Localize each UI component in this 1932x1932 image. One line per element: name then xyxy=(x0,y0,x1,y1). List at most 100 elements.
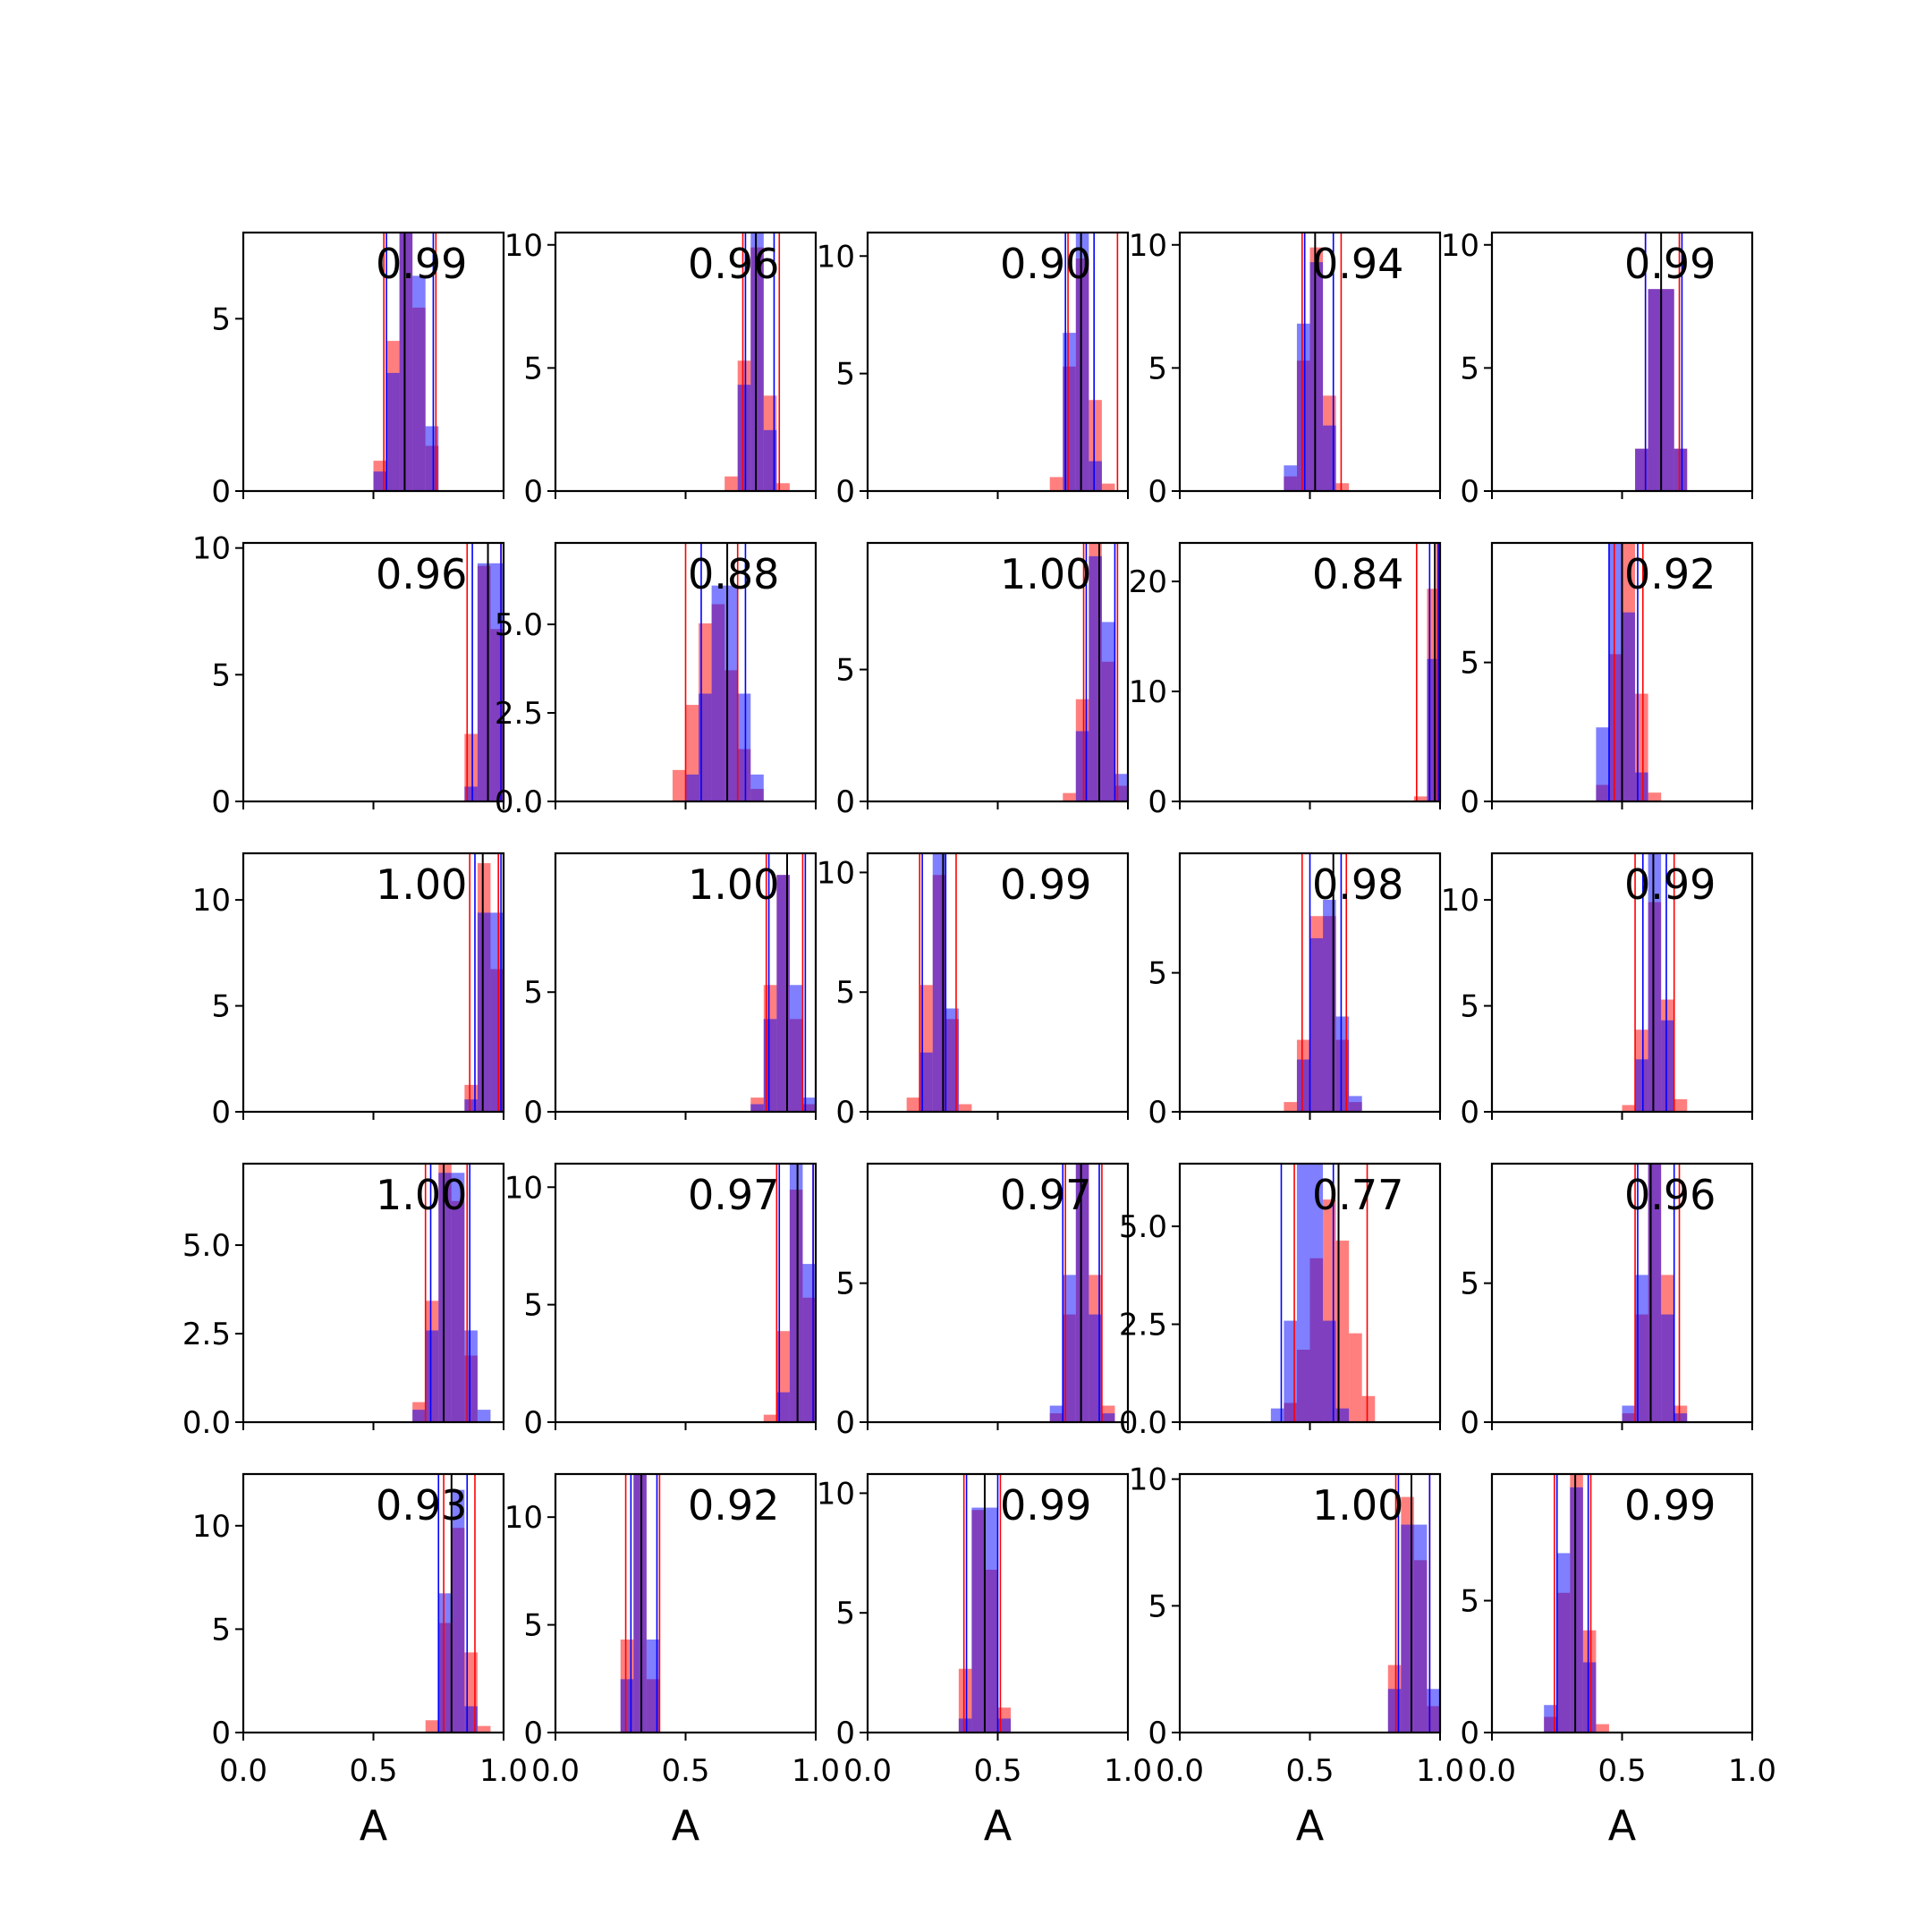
blue-histogram-bar xyxy=(425,1330,439,1422)
y-tick-label: 2.5 xyxy=(1119,1308,1167,1343)
red-histogram-bar xyxy=(672,769,686,801)
x-axis-label: A xyxy=(672,1801,700,1850)
y-tick-label: 10 xyxy=(504,1170,543,1206)
y-tick-label: 0 xyxy=(835,474,855,510)
panel-value-label: 1.00 xyxy=(688,860,779,909)
blue-histogram-bar xyxy=(711,585,725,801)
red-histogram-bar xyxy=(1063,792,1076,801)
y-tick-label: 0 xyxy=(211,1716,231,1751)
panel-3-3: 0.0 2.5 5.0 0.77 xyxy=(1119,1162,1442,1441)
blue-histogram-bar xyxy=(633,1474,647,1733)
red-histogram-bar xyxy=(958,1104,972,1112)
y-tick-label: 5 xyxy=(835,357,855,393)
blue-histogram-bar xyxy=(1296,1164,1310,1422)
panel-1-3: 0 10 20 0.84 xyxy=(1129,541,1442,820)
y-tick-label: 5 xyxy=(1148,1589,1167,1624)
panel-value-label: 0.77 xyxy=(1312,1171,1403,1219)
blue-histogram-bar xyxy=(984,1507,998,1733)
x-tick-label: 0.0 xyxy=(1468,1753,1516,1789)
red-histogram-bar xyxy=(906,1097,920,1112)
panel-value-label: 1.00 xyxy=(376,860,467,909)
y-tick-label: 0 xyxy=(1148,1716,1167,1751)
y-tick-label: 10 xyxy=(192,1509,231,1545)
panel-0-2: 0 5 10 0.90 xyxy=(817,231,1130,510)
red-histogram-bar xyxy=(477,1725,491,1733)
y-tick-label: 5.0 xyxy=(182,1228,231,1264)
blue-histogram-bar xyxy=(1674,448,1688,491)
blue-histogram-bar xyxy=(1661,1020,1674,1112)
blue-histogram-bar xyxy=(1608,543,1623,801)
panel-0-4: 0 5 10 0.99 xyxy=(1441,228,1754,510)
y-tick-label: 0.0 xyxy=(495,784,543,820)
y-tick-label: 5 xyxy=(211,301,231,337)
blue-histogram-bar xyxy=(1296,323,1310,491)
x-tick-label: 0.5 xyxy=(973,1753,1021,1789)
y-tick-label: 0 xyxy=(523,1716,543,1751)
y-tick-label: 10 xyxy=(817,1476,855,1512)
panel-value-label: 0.97 xyxy=(1000,1171,1091,1219)
blue-histogram-bar xyxy=(412,1410,426,1422)
panel-2-1: 051.00 xyxy=(523,852,818,1131)
y-tick-label: 2.5 xyxy=(495,696,543,732)
blue-histogram-bar xyxy=(789,1164,803,1422)
blue-histogram-bar xyxy=(1309,1164,1324,1422)
panel-value-label: 0.99 xyxy=(1624,1481,1716,1530)
y-tick-label: 0 xyxy=(1460,1716,1479,1751)
panel-1-0: 0 5 10 0.96 xyxy=(192,531,505,820)
blue-histogram-bar xyxy=(438,1593,452,1733)
red-histogram-bar xyxy=(763,1414,777,1422)
blue-histogram-bar xyxy=(1570,1487,1583,1733)
y-tick-label: 5.0 xyxy=(1119,1209,1167,1245)
panel-4-1: 0 5 10 0.0 0.5 1.0 0.92 A xyxy=(504,1472,840,1850)
x-tick-label: 0.5 xyxy=(1597,1753,1646,1789)
blue-histogram-bar xyxy=(1296,1059,1310,1112)
y-tick-label: 5 xyxy=(1460,646,1479,682)
y-tick-label: 10 xyxy=(1129,1462,1167,1498)
blue-histogram-bar xyxy=(1309,262,1324,491)
red-histogram-bar xyxy=(1349,1333,1362,1422)
blue-histogram-bar xyxy=(451,1489,465,1733)
x-axis-label: A xyxy=(360,1801,388,1850)
panel-3-0: 0.0 2.5 5.0 1.00 xyxy=(182,1162,505,1441)
y-tick-label: 5.0 xyxy=(495,607,543,643)
y-tick-label: 0 xyxy=(835,1716,855,1751)
blue-histogram-bar xyxy=(737,693,751,801)
blue-histogram-bar xyxy=(438,1173,452,1422)
blue-histogram-bar xyxy=(750,774,764,801)
y-tick-label: 5 xyxy=(1460,989,1479,1025)
y-tick-label: 20 xyxy=(1129,564,1167,600)
panel-2-3: 050.98 xyxy=(1148,852,1442,1131)
y-tick-label: 0 xyxy=(835,1405,855,1441)
panel-value-label: 0.90 xyxy=(1000,240,1091,288)
red-histogram-bar xyxy=(1413,796,1428,801)
panel-3-1: 0 5 10 0.97 xyxy=(504,1162,818,1441)
blue-histogram-bar xyxy=(412,275,426,491)
y-tick-label: 10 xyxy=(192,883,231,919)
blue-histogram-bar xyxy=(1596,727,1609,801)
red-histogram-bar xyxy=(1596,1724,1609,1733)
y-tick-label: 0.0 xyxy=(182,1405,231,1441)
blue-histogram-bar xyxy=(1075,233,1089,491)
panel-value-label: 1.00 xyxy=(1312,1481,1403,1530)
x-tick-label: 1.0 xyxy=(792,1753,840,1789)
red-histogram-bar xyxy=(425,1720,439,1733)
x-axis-label: A xyxy=(984,1801,1013,1850)
y-tick-label: 0 xyxy=(1460,1095,1479,1131)
panel-4-2: 0 5 10 0.0 0.5 1.0 0.99 A xyxy=(817,1472,1152,1850)
x-tick-label: 0.0 xyxy=(219,1753,267,1789)
y-tick-label: 5 xyxy=(835,975,855,1011)
x-axis-label: A xyxy=(1608,1801,1637,1850)
blue-histogram-bar xyxy=(1049,1405,1063,1422)
panel-0-3: 0 5 10 0.94 xyxy=(1129,228,1442,510)
blue-histogram-bar xyxy=(477,1410,491,1422)
y-tick-label: 5 xyxy=(835,653,855,689)
panel-value-label: 0.94 xyxy=(1312,240,1403,288)
y-tick-label: 0.0 xyxy=(1119,1405,1167,1441)
panel-value-label: 0.99 xyxy=(1000,1481,1091,1530)
panel-1-1: 0.0 2.5 5.0 0.88 xyxy=(495,541,818,820)
x-tick-label: 1.0 xyxy=(1728,1753,1776,1789)
y-tick-label: 10 xyxy=(504,228,543,264)
blue-histogram-bar xyxy=(789,985,803,1112)
blue-histogram-bar xyxy=(451,1173,465,1422)
y-tick-label: 10 xyxy=(1441,228,1479,264)
